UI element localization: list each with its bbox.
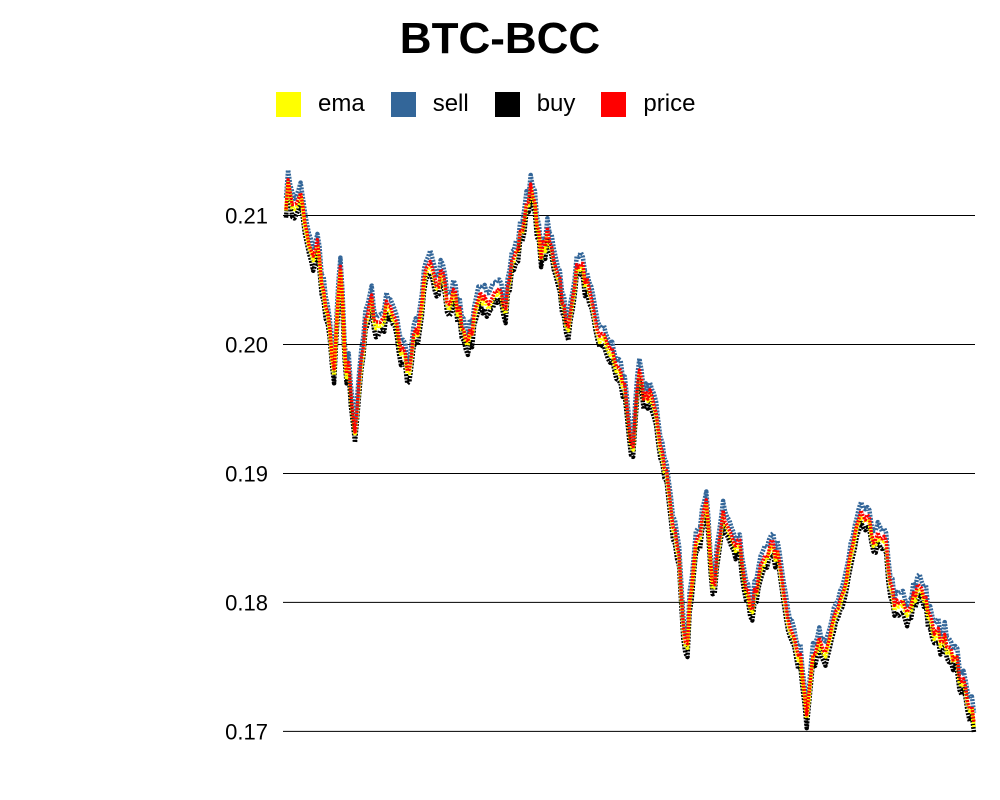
legend-item-price: price — [601, 90, 695, 118]
y-tick-label: 0.21 — [225, 203, 268, 228]
y-tick-label: 0.17 — [225, 719, 268, 744]
legend-item-ema: ema — [276, 90, 365, 118]
legend: ema sell buy price — [276, 90, 721, 118]
legend-swatch-buy — [494, 91, 520, 117]
series-price — [284, 178, 976, 723]
legend-item-buy: buy — [494, 90, 576, 118]
legend-label-ema: ema — [318, 90, 365, 117]
legend-label-sell: sell — [432, 90, 469, 117]
legend-swatch-price — [601, 91, 627, 117]
legend-item-sell: sell — [390, 90, 469, 118]
series-buy — [283, 189, 977, 733]
y-tick-label: 0.19 — [225, 461, 268, 486]
legend-label-price: price — [643, 90, 696, 117]
legend-swatch-ema — [276, 91, 301, 117]
series-line-buy — [283, 189, 977, 733]
legend-swatch-sell — [390, 91, 416, 117]
y-tick-label: 0.18 — [225, 590, 268, 615]
legend-label-buy: buy — [536, 90, 576, 117]
chart-title: BTC-BCC — [399, 14, 601, 63]
series-line-price — [284, 178, 976, 723]
y-tick-label: 0.20 — [225, 332, 268, 357]
